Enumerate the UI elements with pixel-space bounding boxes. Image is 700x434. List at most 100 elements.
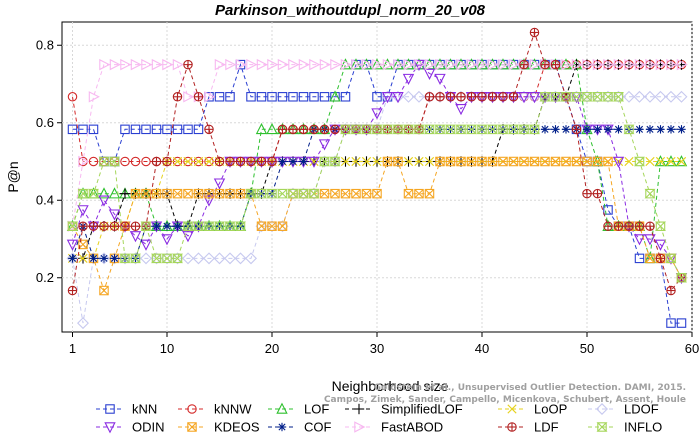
data-point-ldf: [488, 93, 496, 101]
x-tick-label: 10: [160, 341, 174, 356]
data-point-inflo: [646, 189, 654, 197]
data-point-cof: [646, 125, 654, 133]
legend-label-knnw: kNNW: [214, 402, 252, 417]
data-point-ldf: [646, 222, 654, 230]
legend-item-kdeos: KDEOS: [178, 420, 260, 434]
data-point-ldf: [100, 222, 108, 230]
data-point-ldf: [194, 93, 202, 101]
data-point-kdeos: [425, 189, 433, 197]
data-point-ldf: [331, 125, 339, 133]
legend-label-cof: COF: [304, 420, 332, 434]
data-point-cof: [593, 125, 601, 133]
data-point-ldf: [320, 125, 328, 133]
data-point-cof: [551, 125, 559, 133]
legend-label-fastabod: FastABOD: [381, 420, 443, 434]
data-point-cof: [562, 125, 570, 133]
data-point-kdeos: [184, 189, 192, 197]
data-point-ldf: [247, 157, 255, 165]
data-point-ldf: [656, 254, 664, 262]
data-point-ldf: [583, 189, 591, 197]
data-point-cof: [68, 254, 76, 262]
data-point-ldf: [173, 93, 181, 101]
data-point-cof: [163, 222, 171, 230]
y-tick-label: 0.4: [36, 192, 54, 207]
data-point-kdeos: [100, 286, 108, 294]
legend-item-fastabod: FastABOD: [345, 420, 443, 434]
chart-canvas: 1 10 20 30 40 50 600.20.40.60.8 P@n Neighborho…: [0, 0, 700, 434]
data-point-cof: [541, 125, 549, 133]
data-point-cof: [110, 254, 118, 262]
data-point-cof: [278, 157, 286, 165]
credit-line-1: Goldstein et al., Unsupervised Outlier D…: [374, 383, 686, 393]
legend-label-ldf: LDF: [534, 420, 559, 434]
data-point-cof: [100, 254, 108, 262]
data-point-inflo: [656, 222, 664, 230]
data-point-ldf: [625, 222, 633, 230]
legend-label-inflo: INFLO: [624, 420, 662, 434]
data-point-cof: [604, 125, 612, 133]
data-point-ldf: [604, 222, 612, 230]
data-point-ldf: [614, 222, 622, 230]
data-point-cof: [656, 125, 664, 133]
x-tick-label: 60: [685, 341, 699, 356]
y-tick-label: 0.6: [36, 115, 54, 130]
data-point-ldf: [530, 28, 538, 36]
data-point-ldf: [572, 125, 580, 133]
data-point-ldf: [110, 222, 118, 230]
data-point-odin: [404, 74, 414, 83]
legend-marker-ldf: [508, 423, 516, 431]
data-point-ldf: [268, 157, 276, 165]
data-point-ldf: [436, 93, 444, 101]
legend-item-cof: COF: [268, 420, 332, 434]
data-point-ldf: [226, 157, 234, 165]
data-point-ldf: [152, 157, 160, 165]
y-axis-title: P@n: [5, 161, 21, 192]
data-point-cof: [152, 222, 160, 230]
data-point-cof: [299, 157, 307, 165]
x-tick-label: 40: [475, 341, 489, 356]
data-point-ldf: [446, 93, 454, 101]
data-point-fastabod: [89, 92, 98, 102]
data-point-ldf: [667, 286, 675, 294]
data-point-kdeos: [404, 189, 412, 197]
data-point-ldf: [467, 93, 475, 101]
x-tick-label: 1: [69, 341, 76, 356]
x-tick-label: 20: [265, 341, 279, 356]
data-point-cof: [289, 157, 297, 165]
data-point-ldf: [509, 93, 517, 101]
data-point-cof: [173, 222, 181, 230]
data-point-ldf: [236, 157, 244, 165]
legend-item-knn: kNN: [96, 402, 157, 417]
credit-line-2: Campos, Zimek, Sander, Campello, Micenko…: [324, 395, 686, 405]
legend-label-kdeos: KDEOS: [214, 420, 260, 434]
data-point-simplifiedlof: [120, 188, 130, 198]
legend-item-inflo: INFLO: [588, 420, 662, 434]
data-point-ldf: [541, 60, 549, 68]
data-point-ldf: [205, 125, 213, 133]
data-point-ldf: [278, 125, 286, 133]
legend-item-ldf: LDF: [498, 420, 559, 434]
data-point-cof: [614, 125, 622, 133]
x-tick-label: 30: [370, 341, 384, 356]
data-point-cof: [583, 125, 591, 133]
data-point-ldf: [425, 93, 433, 101]
legend-marker-simplifiedlof: [354, 404, 364, 414]
data-point-ldf: [68, 286, 76, 294]
legend-label-odin: ODIN: [132, 420, 165, 434]
y-tick-label: 0.8: [36, 37, 54, 52]
data-point-ldf: [257, 157, 265, 165]
data-point-ldf: [520, 60, 528, 68]
data-point-ldf: [215, 157, 223, 165]
data-point-odin: [435, 74, 445, 83]
data-point-ldf: [79, 222, 87, 230]
data-point-cof: [89, 254, 97, 262]
legend-item-knnw: kNNW: [178, 402, 252, 417]
legend-label-knn: kNN: [132, 402, 157, 417]
data-point-ldf: [299, 125, 307, 133]
data-point-ldf: [635, 222, 643, 230]
data-point-kdeos: [278, 222, 286, 230]
series-line-fastabod: [73, 65, 682, 227]
data-point-ldf: [131, 222, 139, 230]
data-point-cof: [667, 125, 675, 133]
series-fastabod: [68, 60, 686, 231]
